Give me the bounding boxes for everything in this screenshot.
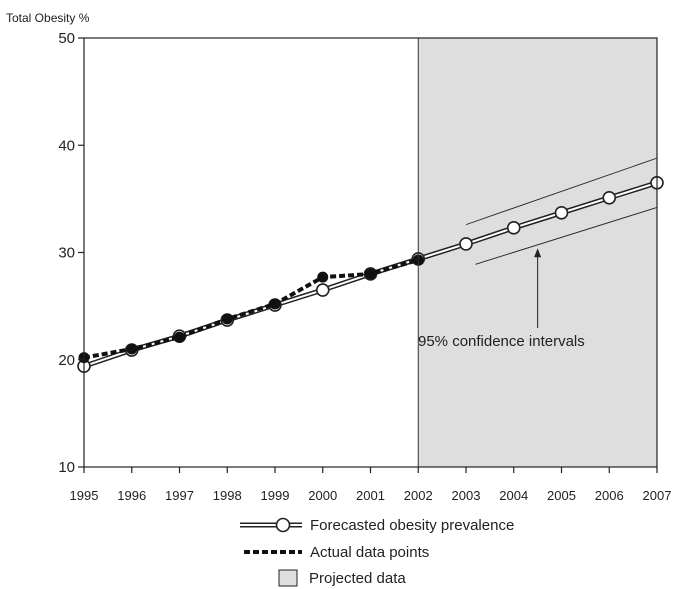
x-tick-label: 2001 — [356, 488, 385, 503]
y-axis-label: Total Obesity % — [6, 11, 90, 25]
x-axis-ticks: 1995 1996 1997 1998 1999 2000 2001 2002 2003 2004… — [70, 467, 672, 503]
forecast-point — [554, 206, 569, 220]
actual-line — [83, 258, 419, 360]
x-tick-label: 1997 — [165, 488, 194, 503]
x-tick-label: 2005 — [547, 488, 576, 503]
actual-point — [365, 268, 376, 280]
y-tick-label: 30 — [58, 245, 75, 262]
x-tick-label: 2004 — [499, 488, 528, 503]
x-tick-label: 2007 — [643, 488, 672, 503]
x-tick-label: 2006 — [595, 488, 624, 503]
x-tick-label: 1999 — [261, 488, 290, 503]
x-tick-label: 2000 — [308, 488, 337, 503]
x-tick-label: 1998 — [213, 488, 242, 503]
actual-series — [78, 254, 424, 364]
forecast-point — [602, 191, 617, 205]
confidence-interval-lines — [465, 157, 658, 265]
actual-point — [126, 343, 138, 355]
ci-annotation-arrowhead — [534, 248, 542, 258]
x-tick-label: 2003 — [452, 488, 481, 503]
x-tick-label: 1995 — [70, 488, 99, 503]
actual-point — [174, 331, 185, 343]
legend-label: Projected data — [309, 570, 406, 587]
forecast-point — [459, 237, 473, 251]
y-axis-ticks: 10 20 30 40 50 — [58, 30, 84, 476]
forecast-point — [506, 221, 521, 235]
legend: Forecasted obesity prevalence Actual data… — [240, 517, 514, 587]
ci-lower-line — [475, 207, 658, 265]
legend-label: Forecasted obesity prevalence — [310, 517, 514, 534]
actual-point — [221, 313, 233, 325]
y-tick-label: 10 — [58, 459, 75, 476]
y-tick-label: 50 — [58, 30, 75, 47]
y-tick-label: 40 — [58, 137, 75, 154]
ci-annotation-label: 95% confidence intervals — [418, 333, 585, 350]
legend-forecast-marker — [275, 517, 291, 533]
x-tick-label: 2002 — [404, 488, 433, 503]
forecast-point — [315, 283, 330, 297]
ci-annotation: 95% confidence intervals — [418, 248, 585, 350]
actual-point — [317, 271, 329, 283]
ci-upper-line — [465, 157, 658, 226]
actual-point — [269, 298, 281, 310]
legend-projected-swatch — [278, 569, 298, 587]
legend-label: Actual data points — [310, 544, 429, 561]
x-tick-label: 1996 — [117, 488, 146, 503]
y-tick-label: 20 — [58, 352, 75, 369]
